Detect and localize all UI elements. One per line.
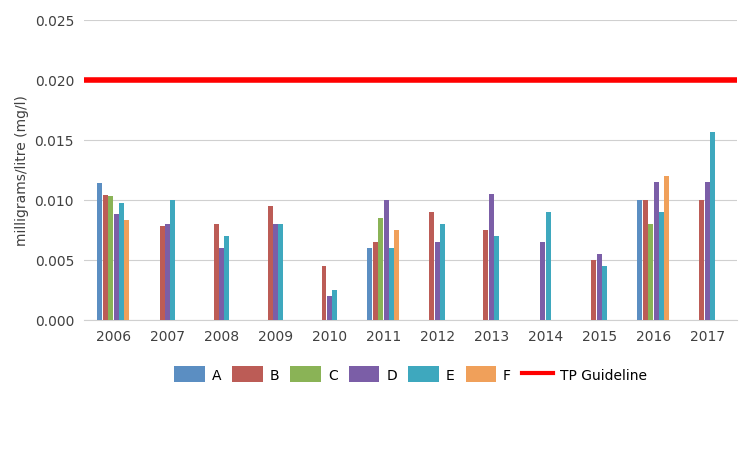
Bar [378,218,384,320]
Bar [602,266,607,320]
Bar [494,236,499,320]
Bar [219,248,224,320]
Bar [165,224,170,320]
Legend: A, B, C, D, E, F, TP Guideline: A, B, C, D, E, F, TP Guideline [168,361,652,388]
Bar [664,176,669,320]
Bar [489,194,494,320]
Bar [597,254,602,320]
Bar [699,200,705,320]
Bar [108,197,114,320]
Bar [384,200,389,320]
Bar [114,215,119,320]
Bar [648,224,653,320]
Bar [545,212,550,320]
Bar [394,230,399,320]
Bar [332,290,338,320]
Bar [659,212,664,320]
Bar [540,242,545,320]
Bar [224,236,229,320]
Bar [638,200,642,320]
Bar [429,212,435,320]
Bar [373,242,378,320]
Y-axis label: milligrams/litre (mg/l): milligrams/litre (mg/l) [15,95,29,245]
Bar [278,224,284,320]
Bar [171,200,175,320]
Bar [125,221,129,320]
Bar [643,200,647,320]
Bar [273,224,278,320]
Bar [98,184,102,320]
Bar [322,266,326,320]
Bar [441,224,445,320]
Bar [653,182,659,320]
Bar [119,204,124,320]
Bar [268,206,272,320]
Bar [705,182,710,320]
Bar [710,133,715,320]
Bar [214,224,219,320]
Bar [435,242,440,320]
Bar [159,226,165,320]
Bar [103,195,108,320]
Bar [484,230,489,320]
Bar [368,248,372,320]
Bar [592,260,596,320]
Bar [327,296,332,320]
Bar [389,248,394,320]
